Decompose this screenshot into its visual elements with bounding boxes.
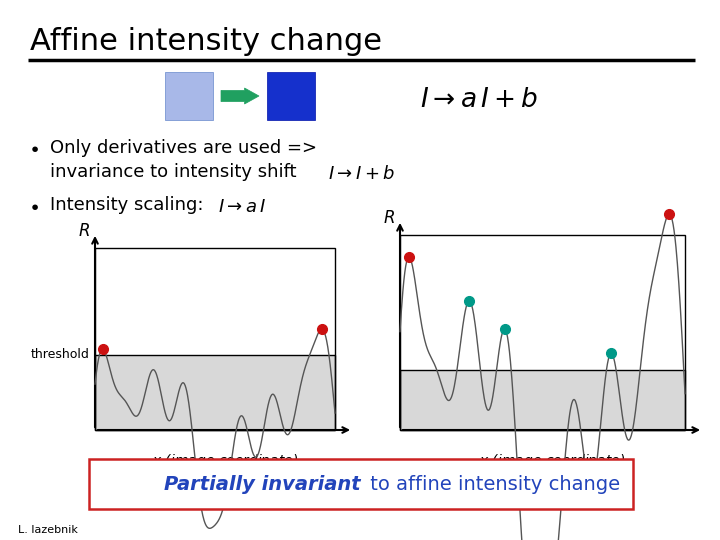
- Text: Partially invariant: Partially invariant: [164, 476, 361, 495]
- Bar: [267, 72, 315, 120]
- Bar: [95, 248, 335, 430]
- Text: invariance to intensity shift: invariance to intensity shift: [50, 163, 305, 181]
- Bar: [400, 235, 685, 430]
- Bar: [95, 355, 335, 430]
- Text: $R$: $R$: [78, 222, 90, 240]
- Bar: [165, 72, 213, 120]
- Text: L. lazebnik: L. lazebnik: [18, 525, 78, 535]
- Text: Affine intensity change: Affine intensity change: [30, 28, 382, 57]
- Polygon shape: [221, 88, 259, 104]
- Text: Intensity scaling:: Intensity scaling:: [50, 196, 212, 214]
- Text: $x$ (image coordinate): $x$ (image coordinate): [152, 452, 298, 470]
- FancyBboxPatch shape: [89, 459, 633, 509]
- Text: $I \rightarrow I + b$: $I \rightarrow I + b$: [328, 165, 395, 183]
- Text: $I \rightarrow a\,I + b$: $I \rightarrow a\,I + b$: [420, 87, 539, 113]
- Text: Only derivatives are used =>: Only derivatives are used =>: [50, 139, 317, 157]
- Text: $\bullet$: $\bullet$: [28, 138, 39, 158]
- Text: $I \rightarrow a\,I$: $I \rightarrow a\,I$: [218, 198, 266, 216]
- Text: threshold: threshold: [31, 348, 90, 361]
- Text: $\bullet$: $\bullet$: [28, 195, 39, 214]
- Text: $x$ (image coordinate): $x$ (image coordinate): [479, 452, 625, 470]
- Text: to affine intensity change: to affine intensity change: [364, 476, 620, 495]
- Text: $R$: $R$: [383, 209, 395, 227]
- Bar: [400, 370, 685, 430]
